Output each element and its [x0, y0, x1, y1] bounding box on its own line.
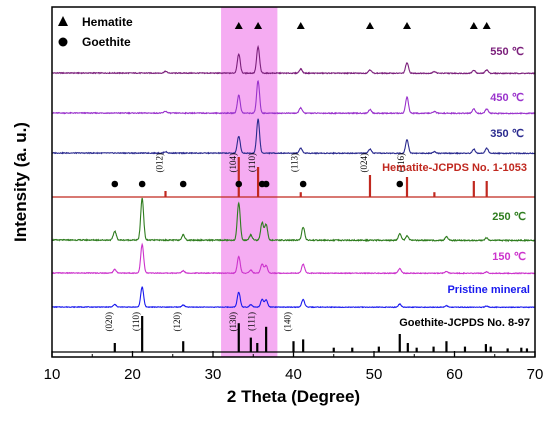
hematite-marker	[403, 22, 412, 29]
legend-circle-icon	[58, 37, 68, 47]
hematite-marker	[296, 22, 305, 29]
hkl-label: (110)	[247, 153, 257, 172]
goethite-marker	[179, 180, 187, 188]
x-axis-label: 2 Theta (Degree)	[227, 387, 360, 406]
goethite-marker	[138, 180, 146, 188]
hematite-marker	[254, 22, 263, 29]
series-label: 550 ℃	[490, 46, 524, 58]
series-line	[51, 44, 536, 75]
series-line	[51, 197, 536, 243]
hkl-label: (130)	[228, 312, 238, 332]
hkl-label: (012)	[155, 153, 165, 173]
series-0: 550 ℃	[51, 44, 536, 75]
series-5: 150 ℃	[51, 242, 536, 275]
series-line	[51, 79, 536, 115]
hkl-label: (120)	[172, 312, 182, 332]
series-label: 450 ℃	[490, 92, 524, 104]
hkl-label: (110)	[131, 312, 141, 331]
series-label: 150 ℃	[492, 251, 526, 263]
x-tick-label: 70	[527, 366, 544, 383]
y-axis-label: Intensity (a. u.)	[11, 122, 30, 242]
series-7: (020) (110) (120) (130) (111) (140) Goethite-J…	[52, 312, 535, 353]
series-6: Pristine mineral	[51, 284, 536, 309]
goethite-marker	[396, 180, 404, 188]
x-tick-label: 60	[446, 366, 463, 383]
x-tick-label: 20	[124, 366, 141, 383]
hematite-marker	[365, 22, 374, 29]
legend-triangle-icon	[58, 16, 68, 26]
series-label: 250 ℃	[492, 211, 526, 223]
series-1: 450 ℃	[51, 79, 536, 115]
plot-frame	[51, 6, 536, 358]
hematite-marker	[482, 22, 491, 29]
goethite-marker	[111, 180, 119, 188]
goethite-marker	[299, 180, 307, 188]
hematite-marker	[234, 22, 243, 29]
hematite-marker	[469, 22, 478, 29]
series-label: Pristine mineral	[447, 284, 530, 296]
hkl-label: (024)	[359, 153, 369, 173]
legend-label: Goethite	[82, 35, 131, 49]
series-line	[51, 242, 536, 275]
series-4: 250 ℃	[51, 197, 536, 243]
x-tick-label: 30	[205, 366, 222, 383]
hkl-label: (140)	[283, 312, 293, 332]
hkl-label: (104)	[228, 153, 238, 173]
hkl-label: (020)	[104, 312, 114, 332]
series-3: (012) (104) (110) (113) (024) (116)Hematite-J…	[52, 153, 535, 198]
series-label: 350 ℃	[490, 128, 524, 140]
hkl-label: (116)	[396, 153, 406, 172]
x-tick-label: 10	[44, 366, 61, 383]
series-line	[51, 118, 536, 155]
hkl-label: (113)	[290, 153, 300, 172]
x-tick-label: 40	[285, 366, 302, 383]
goethite-marker	[262, 180, 270, 188]
x-tick-label: 50	[366, 366, 383, 383]
series-label: Goethite-JCPDS No. 8-97	[399, 317, 530, 329]
series-2: 350 ℃	[51, 118, 536, 155]
series-label: Hematite-JCPDS No. 1-1053	[382, 162, 527, 174]
series-line	[51, 285, 536, 309]
hkl-label: (111)	[246, 312, 256, 331]
highlight-band	[221, 7, 278, 357]
goethite-marker	[235, 180, 243, 188]
legend-label: Hematite	[82, 15, 133, 29]
